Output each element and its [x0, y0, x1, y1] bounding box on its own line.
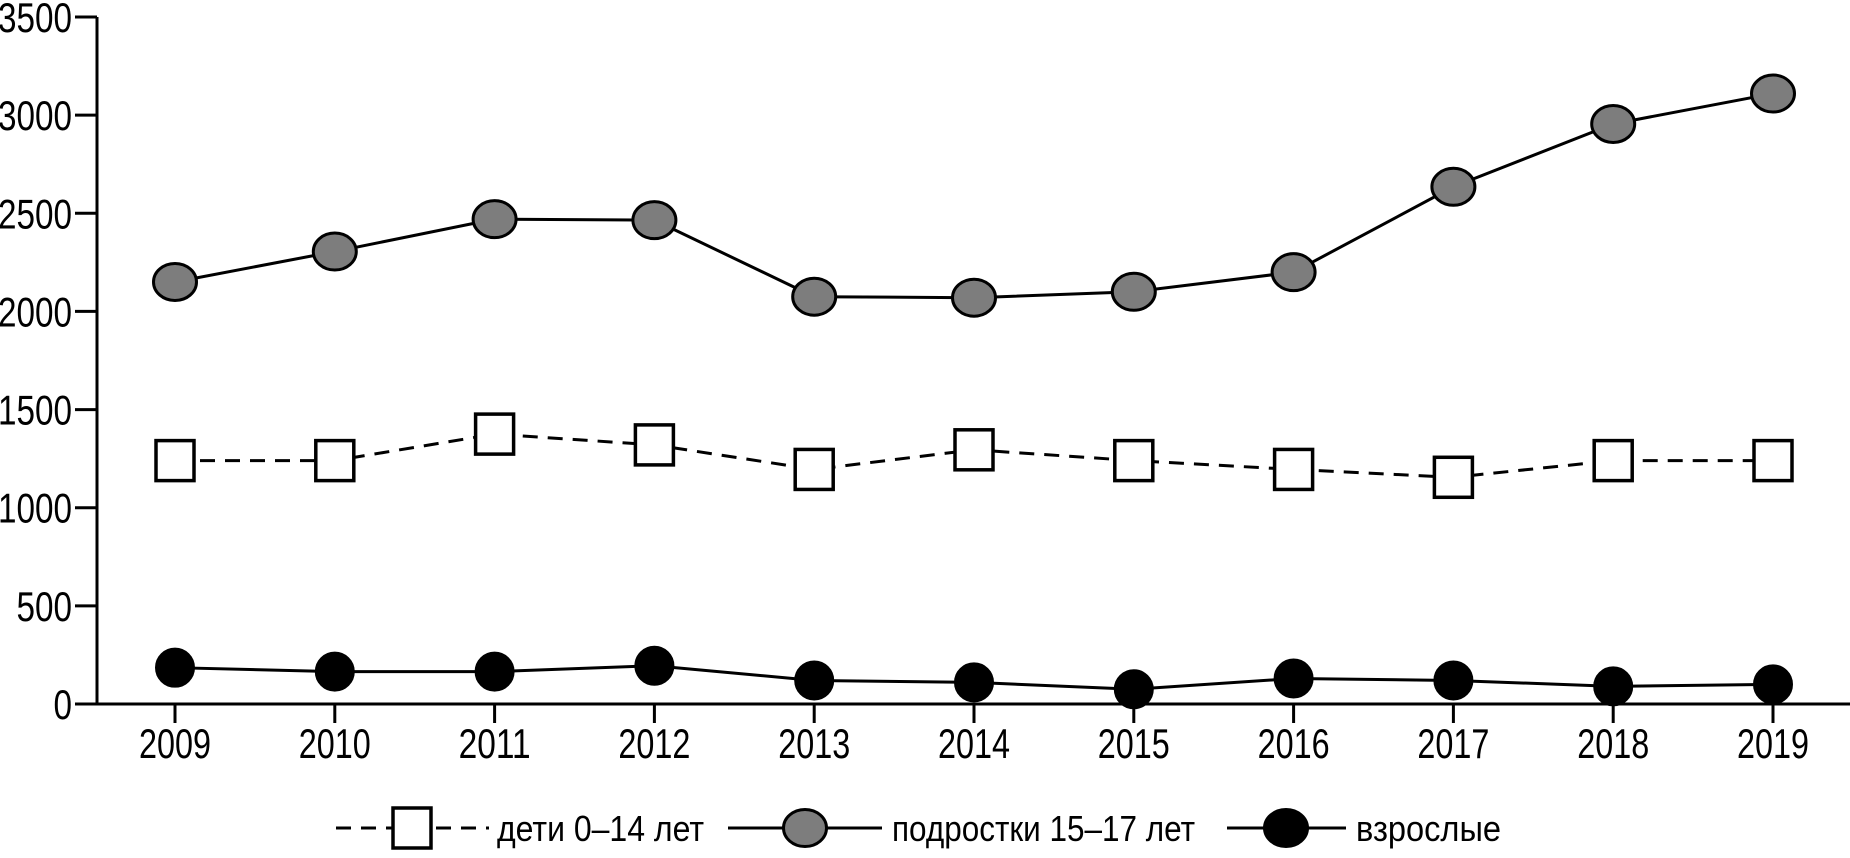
marker-children-0-14: [1592, 438, 1634, 483]
marker-adults: [1113, 669, 1154, 710]
y-tick-label: 3000: [0, 92, 72, 139]
x-tick-label: 2009: [139, 720, 211, 767]
marker-adults: [954, 662, 994, 703]
marker-children-0-14: [633, 423, 676, 467]
legend-item-teens: подростки 15–17 лет: [728, 808, 1195, 849]
marker-teens-15-17: [631, 200, 678, 241]
y-tick-label: 1000: [0, 485, 72, 532]
marker-children-0-14: [793, 447, 835, 492]
marker-teens-15-17: [791, 276, 838, 317]
marker-teens-15-17: [1430, 166, 1477, 207]
marker-children-0-14: [1432, 455, 1475, 500]
marker-adults: [155, 647, 195, 688]
marker-teens-15-17: [951, 277, 997, 318]
marker-children-0-14: [314, 438, 356, 483]
marker-teens-15-17: [152, 261, 198, 302]
legend-label-teens: подростки 15–17 лет: [892, 808, 1195, 849]
marker-teens-15-17: [471, 199, 518, 240]
x-tick-label: 2017: [1417, 720, 1489, 767]
legend-item-children: дети 0–14 лет: [336, 806, 704, 850]
legend-label-adults: взрослые: [1356, 808, 1501, 849]
marker-teens-15-17: [1110, 271, 1157, 312]
marker-adults: [1433, 660, 1474, 701]
y-tick-label: 2000: [0, 288, 72, 335]
marker-children-0-14: [154, 438, 196, 483]
x-tick-label: 2011: [459, 720, 531, 767]
x-tick-label: 2016: [1258, 720, 1330, 767]
y-axis-ticks: 0 500 1000 1500 2000 2500 3000 3500: [0, 0, 97, 728]
marker-teens-15-17: [1270, 252, 1317, 293]
x-tick-label: 2018: [1577, 720, 1649, 767]
marker-children-0-14: [473, 412, 516, 456]
x-tick-label: 2014: [938, 720, 1010, 767]
y-tick-label: 0: [54, 681, 73, 728]
gray-circle-marker-icon: [782, 808, 828, 848]
y-tick-label: 500: [17, 583, 73, 630]
y-tick-label: 3500: [0, 0, 72, 41]
marker-teens-15-17: [1590, 103, 1637, 144]
black-circle-marker-icon: [1263, 808, 1309, 848]
x-tick-label: 2013: [778, 720, 850, 767]
x-tick-label: 2015: [1098, 720, 1170, 767]
series-markers: [152, 73, 1796, 710]
marker-teens-15-17: [1750, 73, 1796, 114]
marker-adults: [1273, 658, 1314, 699]
y-tick-label: 1500: [0, 387, 72, 434]
x-tick-label: 2010: [299, 720, 371, 767]
marker-children-0-14: [1752, 438, 1794, 483]
y-tick-label: 2500: [0, 190, 72, 237]
marker-teens-15-17: [311, 231, 358, 272]
x-tick-label: 2012: [618, 720, 690, 767]
x-axis-ticks: 2009 2010 2011 2012 2013 2014 2015 2016 2017 2018…: [139, 704, 1809, 767]
legend-label-children: дети 0–14 лет: [497, 808, 704, 849]
marker-adults: [1753, 664, 1793, 705]
series-lines: [174, 92, 1774, 691]
legend-item-adults: взрослые: [1227, 808, 1501, 849]
marker-children-0-14: [1113, 438, 1155, 483]
marker-adults: [794, 660, 835, 701]
x-tick-label: 2019: [1737, 720, 1809, 767]
marker-adults: [314, 651, 355, 692]
marker-adults: [1593, 666, 1634, 707]
marker-adults: [634, 645, 675, 686]
marker-children-0-14: [953, 428, 995, 472]
legend: дети 0–14 лет подростки 15–17 лет взросл…: [336, 806, 1501, 850]
series-line-teens-15-17: [174, 92, 1774, 300]
marker-adults: [474, 651, 515, 692]
marker-children-0-14: [1272, 447, 1315, 492]
white-square-marker-icon: [391, 806, 433, 850]
